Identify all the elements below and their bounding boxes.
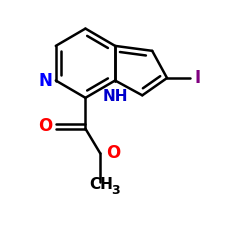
Text: O: O bbox=[38, 118, 52, 136]
Text: I: I bbox=[194, 69, 200, 87]
Text: O: O bbox=[106, 144, 121, 162]
Text: N: N bbox=[38, 72, 52, 90]
Text: CH: CH bbox=[90, 177, 114, 192]
Text: 3: 3 bbox=[112, 184, 120, 197]
Text: NH: NH bbox=[102, 89, 128, 104]
